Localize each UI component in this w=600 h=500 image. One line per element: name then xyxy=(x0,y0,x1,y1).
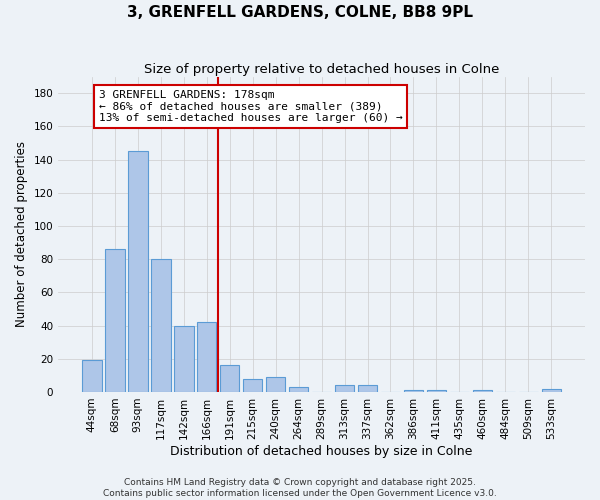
Bar xyxy=(197,322,217,392)
Bar xyxy=(358,386,377,392)
Bar xyxy=(105,249,125,392)
Text: 3 GRENFELL GARDENS: 178sqm
← 86% of detached houses are smaller (389)
13% of sem: 3 GRENFELL GARDENS: 178sqm ← 86% of deta… xyxy=(99,90,403,123)
Bar xyxy=(128,152,148,392)
Bar xyxy=(220,366,239,392)
Title: Size of property relative to detached houses in Colne: Size of property relative to detached ho… xyxy=(144,62,499,76)
Bar xyxy=(289,387,308,392)
Bar xyxy=(542,388,561,392)
Bar xyxy=(82,360,101,392)
Text: Contains HM Land Registry data © Crown copyright and database right 2025.
Contai: Contains HM Land Registry data © Crown c… xyxy=(103,478,497,498)
Y-axis label: Number of detached properties: Number of detached properties xyxy=(15,142,28,328)
X-axis label: Distribution of detached houses by size in Colne: Distribution of detached houses by size … xyxy=(170,444,473,458)
Bar xyxy=(174,326,194,392)
Bar xyxy=(243,378,262,392)
Bar xyxy=(151,259,170,392)
Bar xyxy=(473,390,492,392)
Text: 3, GRENFELL GARDENS, COLNE, BB8 9PL: 3, GRENFELL GARDENS, COLNE, BB8 9PL xyxy=(127,5,473,20)
Bar xyxy=(404,390,423,392)
Bar xyxy=(266,377,286,392)
Bar xyxy=(335,386,355,392)
Bar xyxy=(427,390,446,392)
